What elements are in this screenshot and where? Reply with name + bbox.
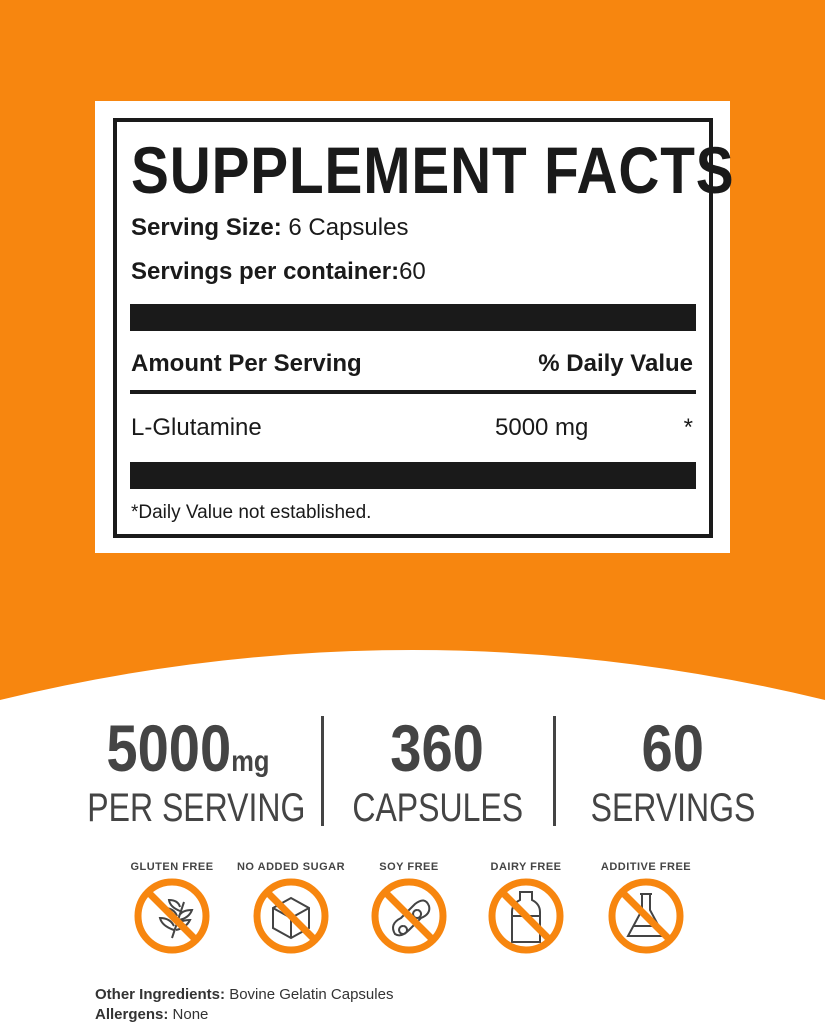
- other-ingredients: Other Ingredients: Bovine Gelatin Capsul…: [95, 986, 394, 1003]
- stat-capsules-value: 360: [390, 711, 485, 785]
- prohibited-slash: [619, 889, 673, 943]
- badge-additive-free: ADDITIVE FREE: [601, 861, 691, 954]
- stat-servings-label: SERVINGS: [590, 786, 755, 830]
- badge-label: NO ADDED SUGAR: [237, 861, 345, 873]
- amount-header: Amount Per Serving: [131, 350, 362, 377]
- stat-per-serving-label: PER SERVING: [87, 786, 306, 830]
- divider: [553, 716, 556, 826]
- badge-soy-free: SOY FREE: [371, 861, 447, 954]
- badge-label: DAIRY FREE: [490, 861, 561, 873]
- badge-label: GLUTEN FREE: [130, 861, 213, 873]
- allergens: Allergens: None: [95, 1006, 209, 1023]
- ingredient-dv: *: [683, 414, 693, 441]
- badge-dairy-free: DAIRY FREE: [488, 861, 564, 954]
- prohibited-slash: [499, 889, 553, 943]
- prohibited-slash: [145, 889, 199, 943]
- divider: [321, 716, 324, 826]
- prohibited-circle: [608, 878, 684, 954]
- divider-thin: [130, 390, 696, 394]
- divider-bar: [130, 462, 696, 489]
- facts-title: SUPPLEMENT FACTS: [131, 133, 735, 207]
- prohibited-circle: [253, 878, 329, 954]
- prohibited-circle: [134, 878, 210, 954]
- badge-label: ADDITIVE FREE: [601, 861, 691, 873]
- divider-bar: [130, 304, 696, 331]
- prohibited-slash: [382, 889, 436, 943]
- supplement-facts-panel: SUPPLEMENT FACTS Serving Size: 6 Capsule…: [95, 101, 734, 553]
- ingredient-name: L-Glutamine: [131, 414, 262, 441]
- badge-gluten-free: GLUTEN FREE: [130, 861, 213, 954]
- stat-capsules-label: CAPSULES: [352, 786, 523, 830]
- soybean-icon: [392, 899, 431, 937]
- badge-row: GLUTEN FREE NO ADDED SUGAR SOY FREE DAIRY F…: [130, 861, 691, 954]
- badge-label: SOY FREE: [379, 861, 438, 873]
- badge-no-added-sugar: NO ADDED SUGAR: [237, 861, 345, 954]
- prohibited-circle: [488, 878, 564, 954]
- stat-servings-value: 60: [641, 711, 704, 785]
- dv-header: % Daily Value: [538, 350, 693, 377]
- servings-per-container: Servings per container:60: [131, 258, 426, 285]
- footnote: *Daily Value not established.: [131, 502, 372, 523]
- prohibited-slash: [264, 889, 318, 943]
- prohibited-circle: [371, 878, 447, 954]
- ingredient-amount: 5000 mg: [495, 414, 589, 441]
- serving-size: Serving Size: 6 Capsules: [131, 214, 409, 241]
- stat-per-serving-value: 5000mg: [105, 711, 270, 785]
